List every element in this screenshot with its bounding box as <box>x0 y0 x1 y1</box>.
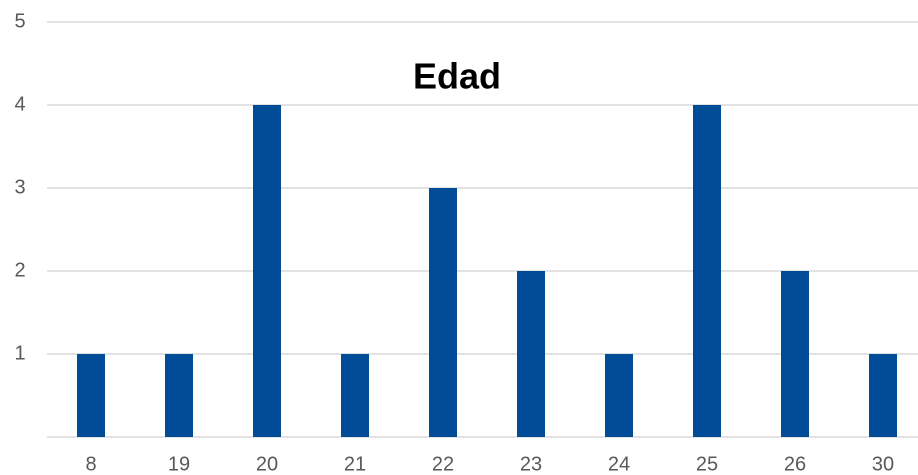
bar <box>781 271 809 437</box>
x-tick-label: 30 <box>872 453 894 475</box>
x-tick-label: 21 <box>344 453 366 475</box>
bar <box>429 188 457 437</box>
y-tick-label: 2 <box>14 259 25 281</box>
x-tick-label: 22 <box>432 453 454 475</box>
chart-title: Edad <box>413 56 501 97</box>
bar <box>253 105 281 437</box>
bar <box>341 354 369 437</box>
bar <box>165 354 193 437</box>
bar <box>77 354 105 437</box>
x-tick-label: 25 <box>696 453 718 475</box>
x-tick-label: 20 <box>256 453 278 475</box>
y-tick-label: 3 <box>14 176 25 198</box>
y-tick-label: 5 <box>14 10 25 32</box>
y-tick-label: 1 <box>14 342 25 364</box>
bar <box>605 354 633 437</box>
x-tick-label: 19 <box>168 453 190 475</box>
x-tick-label: 24 <box>608 453 630 475</box>
bar <box>869 354 897 437</box>
x-tick-label: 23 <box>520 453 542 475</box>
y-tick-label: 4 <box>14 93 25 115</box>
bar <box>693 105 721 437</box>
x-tick-label: 8 <box>85 453 96 475</box>
x-tick-label: 26 <box>784 453 806 475</box>
bar <box>517 271 545 437</box>
